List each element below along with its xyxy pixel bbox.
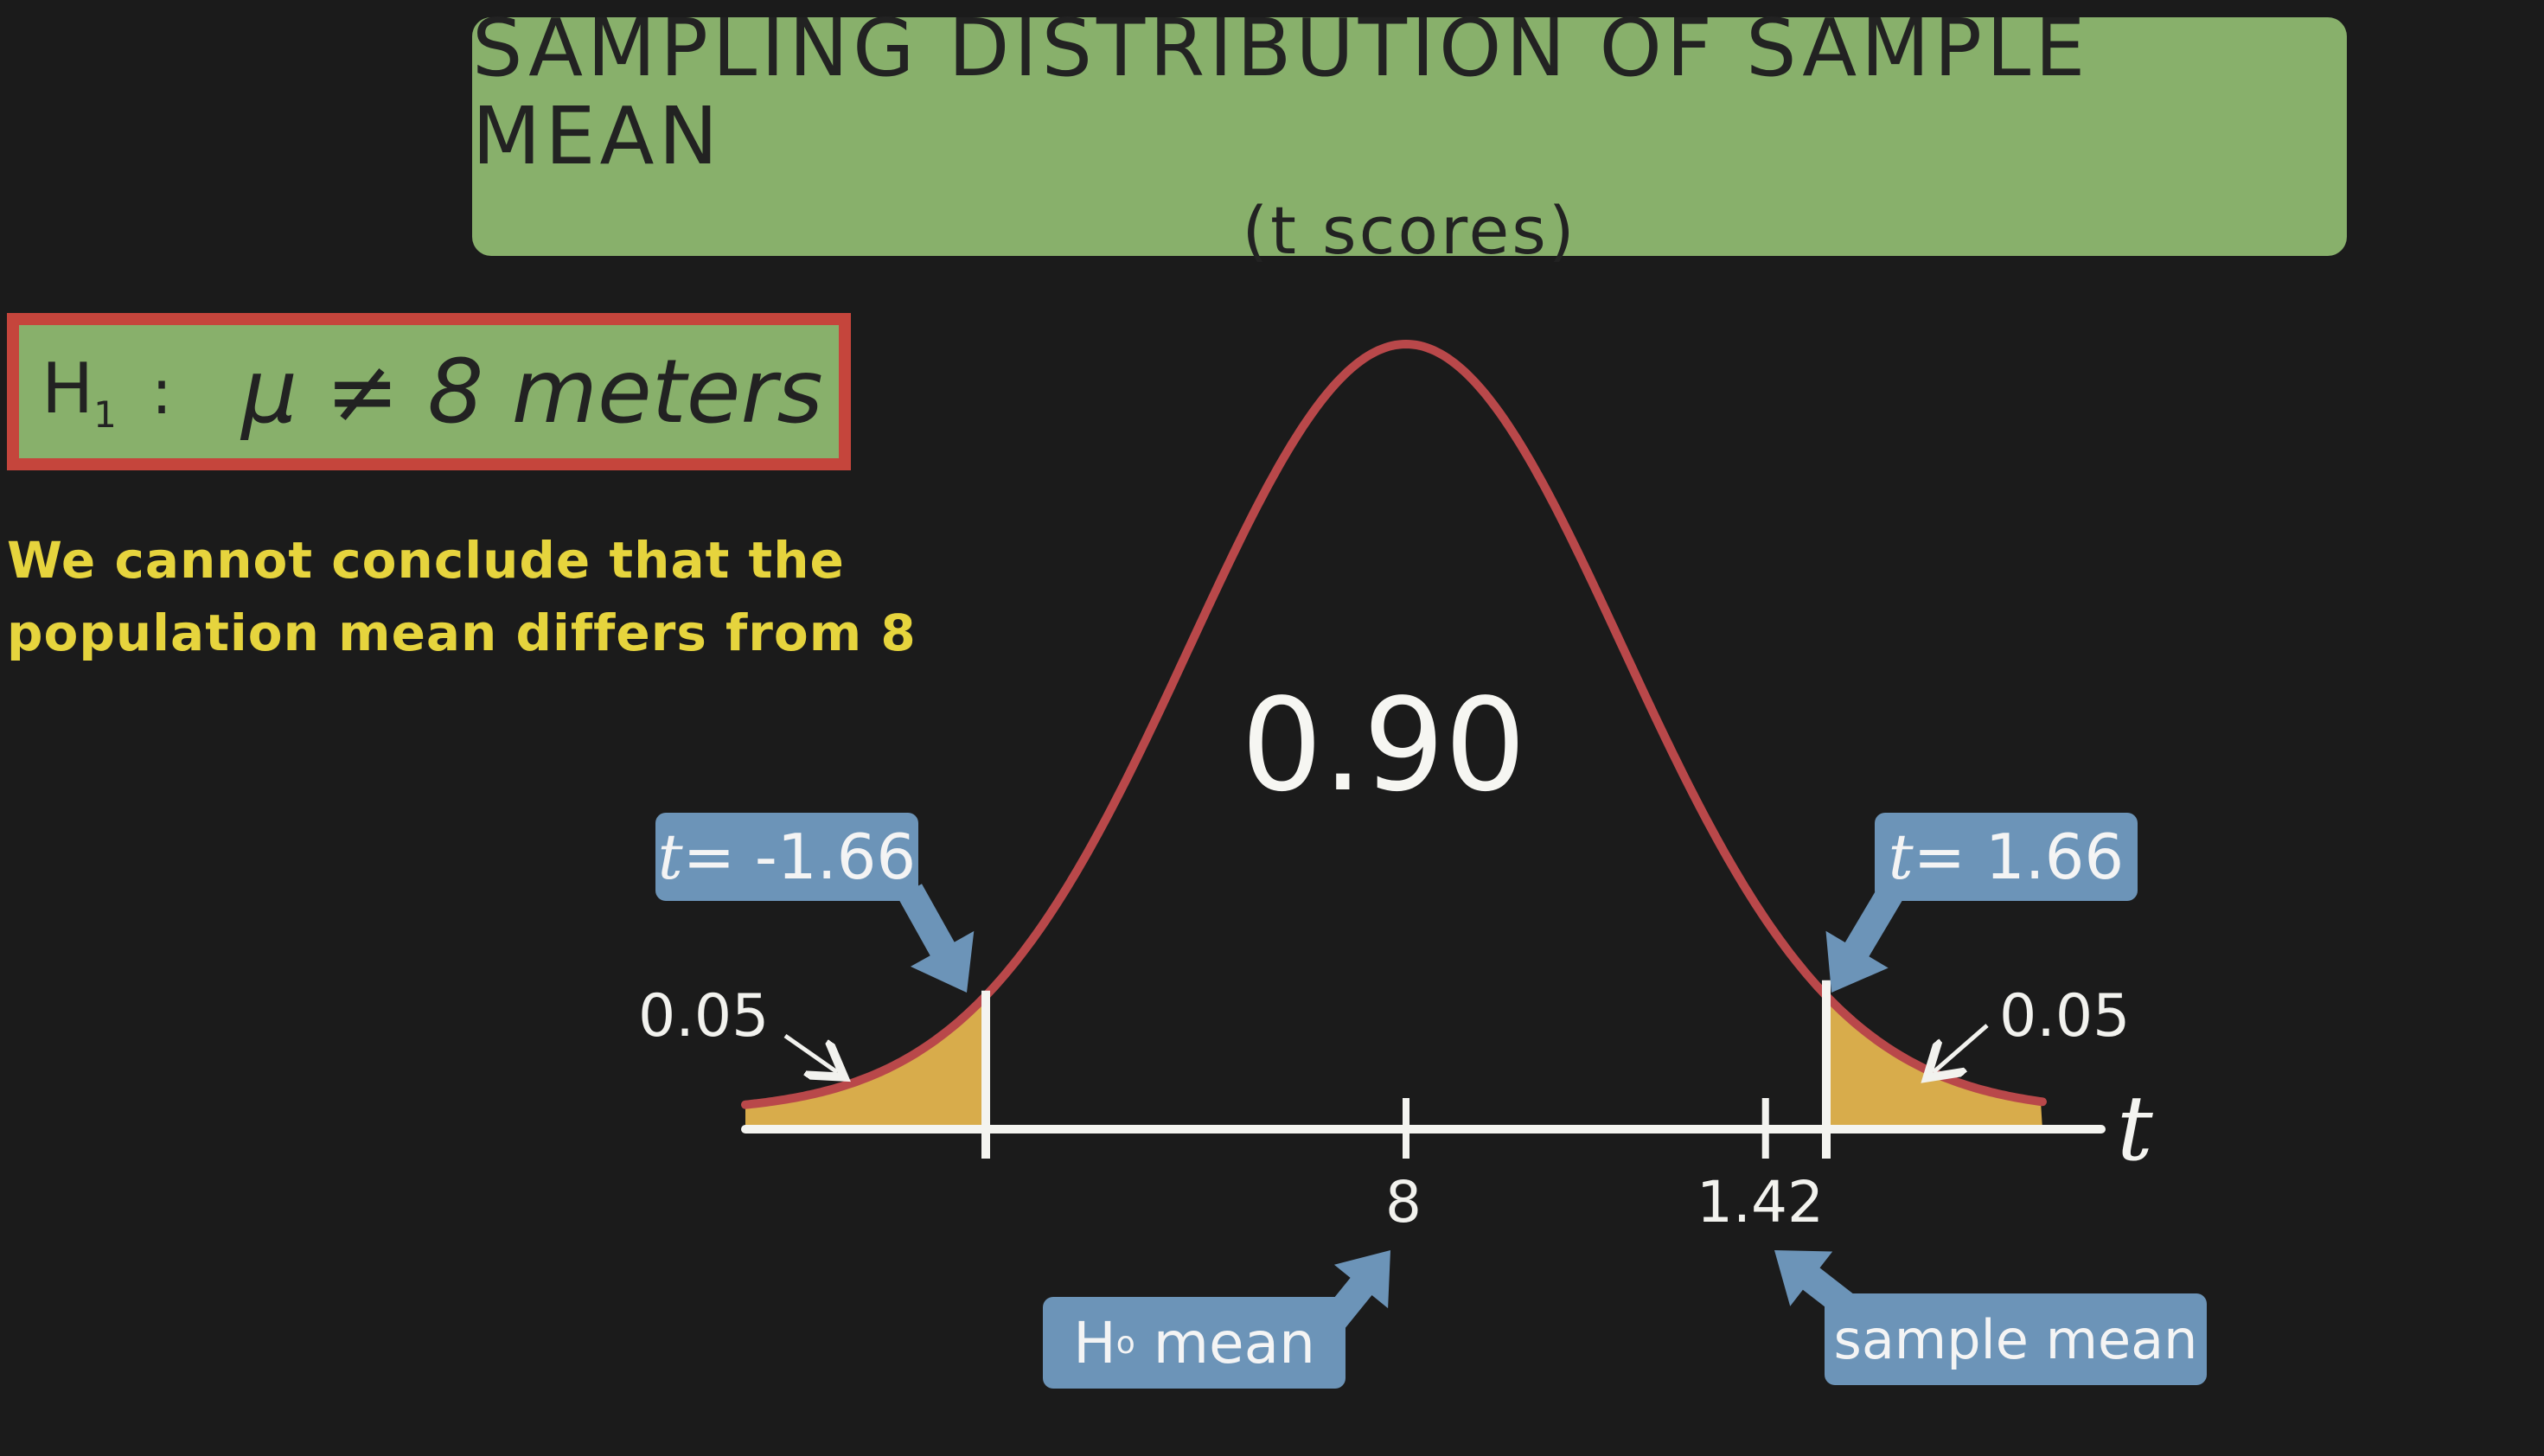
conclusion-text: We cannot conclude that the population m… [7,524,917,669]
sample-mean-callout: sample mean [1825,1293,2207,1385]
arrow-to-right-critical [1825,883,1904,993]
title-banner: SAMPLING DISTRIBUTION OF SAMPLE MEAN (t … [472,4,2347,269]
critical-value-left-callout: t = -1.66 [655,813,918,901]
right-tail-label: 0.05 [1999,982,2131,1050]
page-subtitle: (t scores) [1242,191,1577,269]
critical-value-right-text: = 1.66 [1913,821,2125,893]
center-area-label: 0.90 [1241,671,1526,820]
arrow-to-left-critical [898,884,975,993]
hypothesis-expression: μ ≠ 8 meters [241,340,823,444]
h0-subscript: o [1115,1325,1135,1361]
hypothesis-label: H1 [42,348,117,436]
left-tail-area [745,997,986,1129]
tick-label-1-42: 1.42 [1697,1169,1824,1236]
right-tail-pointer [1934,1024,1989,1072]
left-tail-label: 0.05 [638,982,770,1050]
x-axis-label: t [2117,1076,2153,1181]
alternative-hypothesis-box: H1 : μ ≠ 8 meters [7,313,851,470]
hypothesis-subscript: 1 [93,393,117,436]
conclusion-line-2: population mean differs from 8 [7,603,917,662]
t-variable: t [1888,821,1914,893]
left-tail-pointer [783,1033,837,1072]
critical-value-left-text: = -1.66 [682,821,917,893]
critical-value-right-callout: t = 1.66 [1875,813,2138,901]
h0-letter: H [1073,1309,1116,1376]
conclusion-line-1: We cannot conclude that the [7,531,845,590]
hypothesis-colon: : [150,355,173,428]
t-variable: t [657,821,683,893]
h0-mean-text: mean [1135,1309,1315,1376]
tick-label-8: 8 [1385,1169,1422,1236]
page-title: SAMPLING DISTRIBUTION OF SAMPLE MEAN [472,2,2090,182]
hypothesis-letter: H [42,348,94,429]
